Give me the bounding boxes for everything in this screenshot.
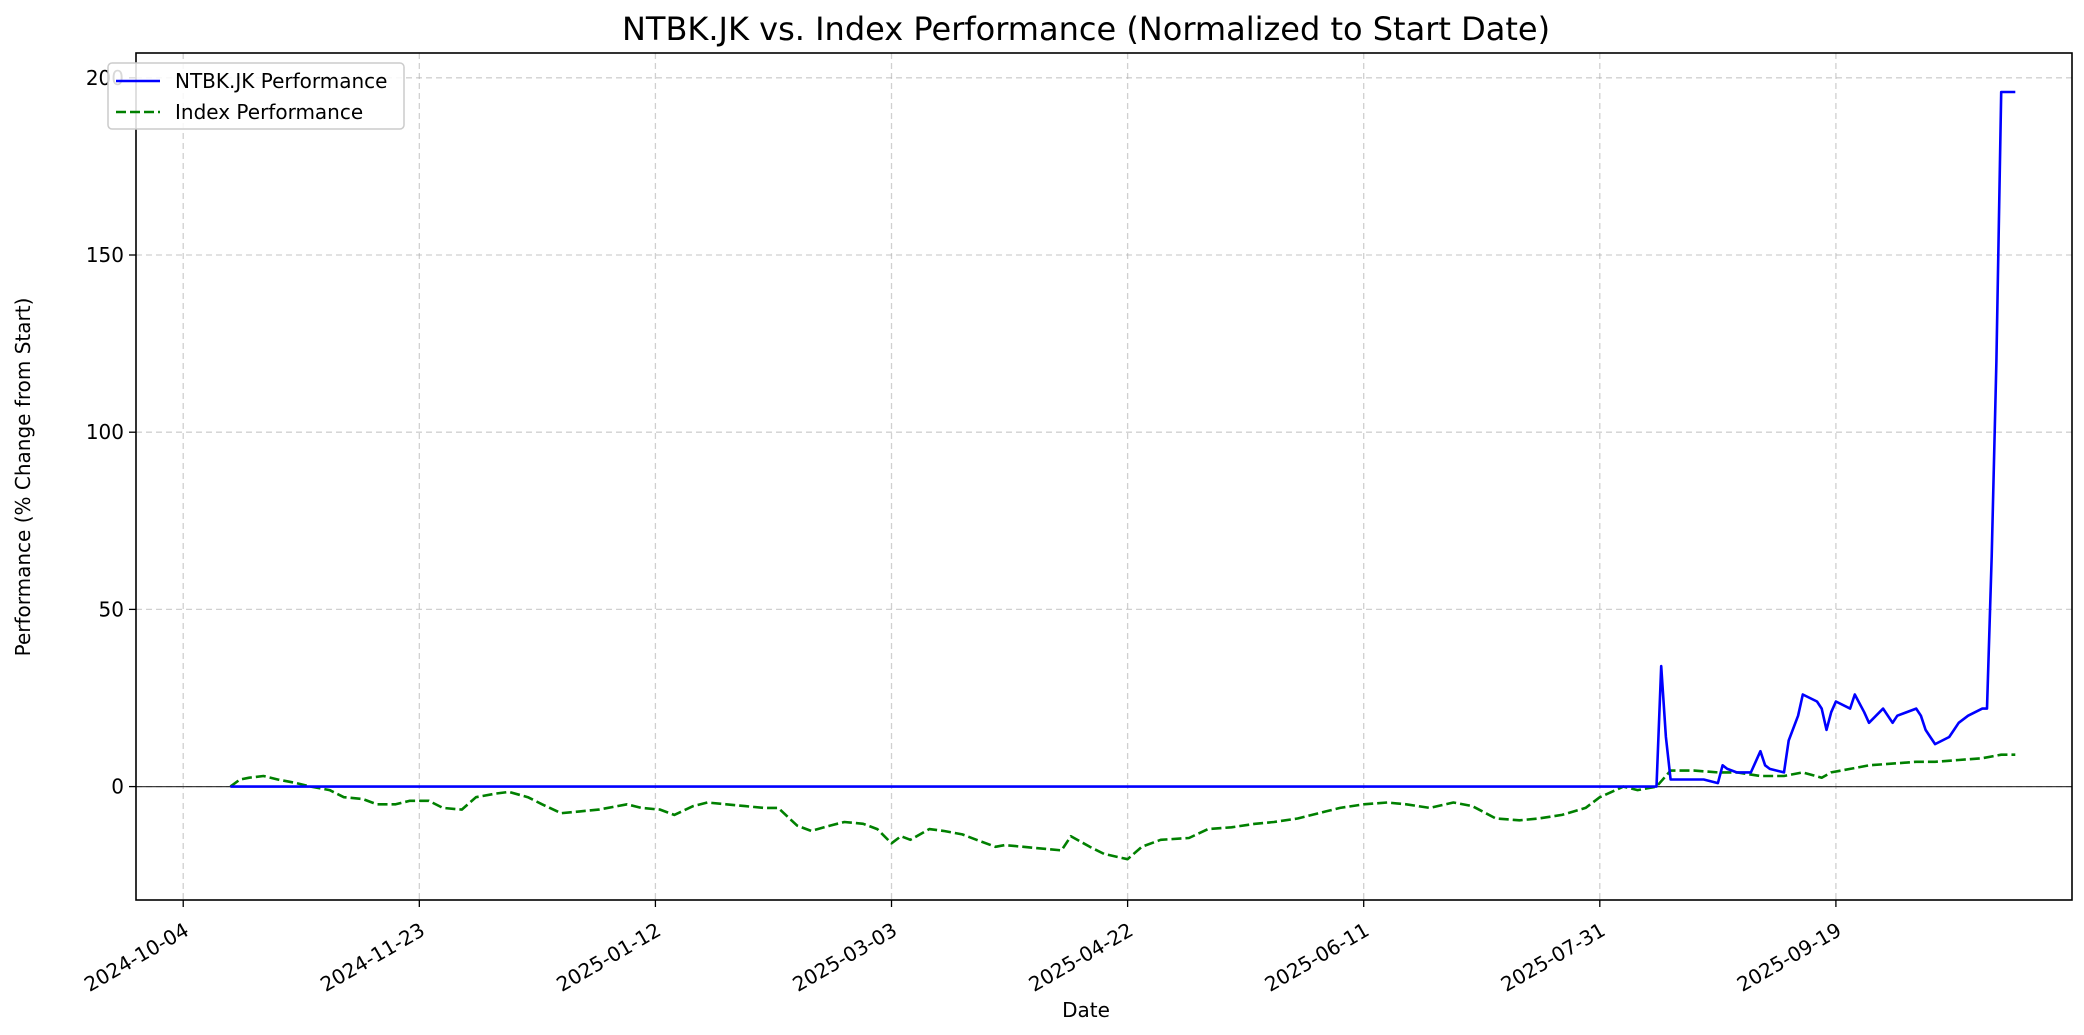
x-tick-label: 2025-07-31 <box>1497 918 1610 997</box>
x-tick-label: 2025-03-03 <box>788 918 901 997</box>
plot-frame <box>135 52 2073 901</box>
y-axis-label: Performance (% Change from Start) <box>11 298 35 657</box>
index-performance-line <box>229 753 2016 861</box>
legend-box <box>107 62 405 130</box>
x-tick-label: 2024-10-04 <box>80 918 193 997</box>
x-tick-label: 2025-01-12 <box>552 918 665 997</box>
x-tick-label: 2025-09-19 <box>1733 918 1846 997</box>
grid <box>136 53 2072 900</box>
ticks: 2024-10-04 2024-11-23 2025-01-12 2025-03-03… <box>80 66 1845 997</box>
x-tick-label: 2024-11-23 <box>316 918 429 997</box>
y-tick-label: 100 <box>86 420 124 444</box>
legend-label-index: Index Performance <box>175 100 363 124</box>
ntbk-performance-line <box>230 90 2016 788</box>
x-tick-label: 2025-04-22 <box>1024 918 1137 997</box>
legend: NTBK.JK Performance Index Performance <box>107 62 405 130</box>
legend-label-ntbk: NTBK.JK Performance <box>175 69 387 93</box>
y-tick-label: 150 <box>86 243 124 267</box>
series-layer <box>229 90 2016 861</box>
x-axis-label: Date <box>1062 998 1110 1022</box>
y-tick-label: 0 <box>111 775 124 799</box>
x-tick-label: 2025-06-11 <box>1261 918 1374 997</box>
chart-title: NTBK.JK vs. Index Performance (Normalize… <box>622 10 1550 48</box>
y-tick-label: 50 <box>99 597 124 621</box>
